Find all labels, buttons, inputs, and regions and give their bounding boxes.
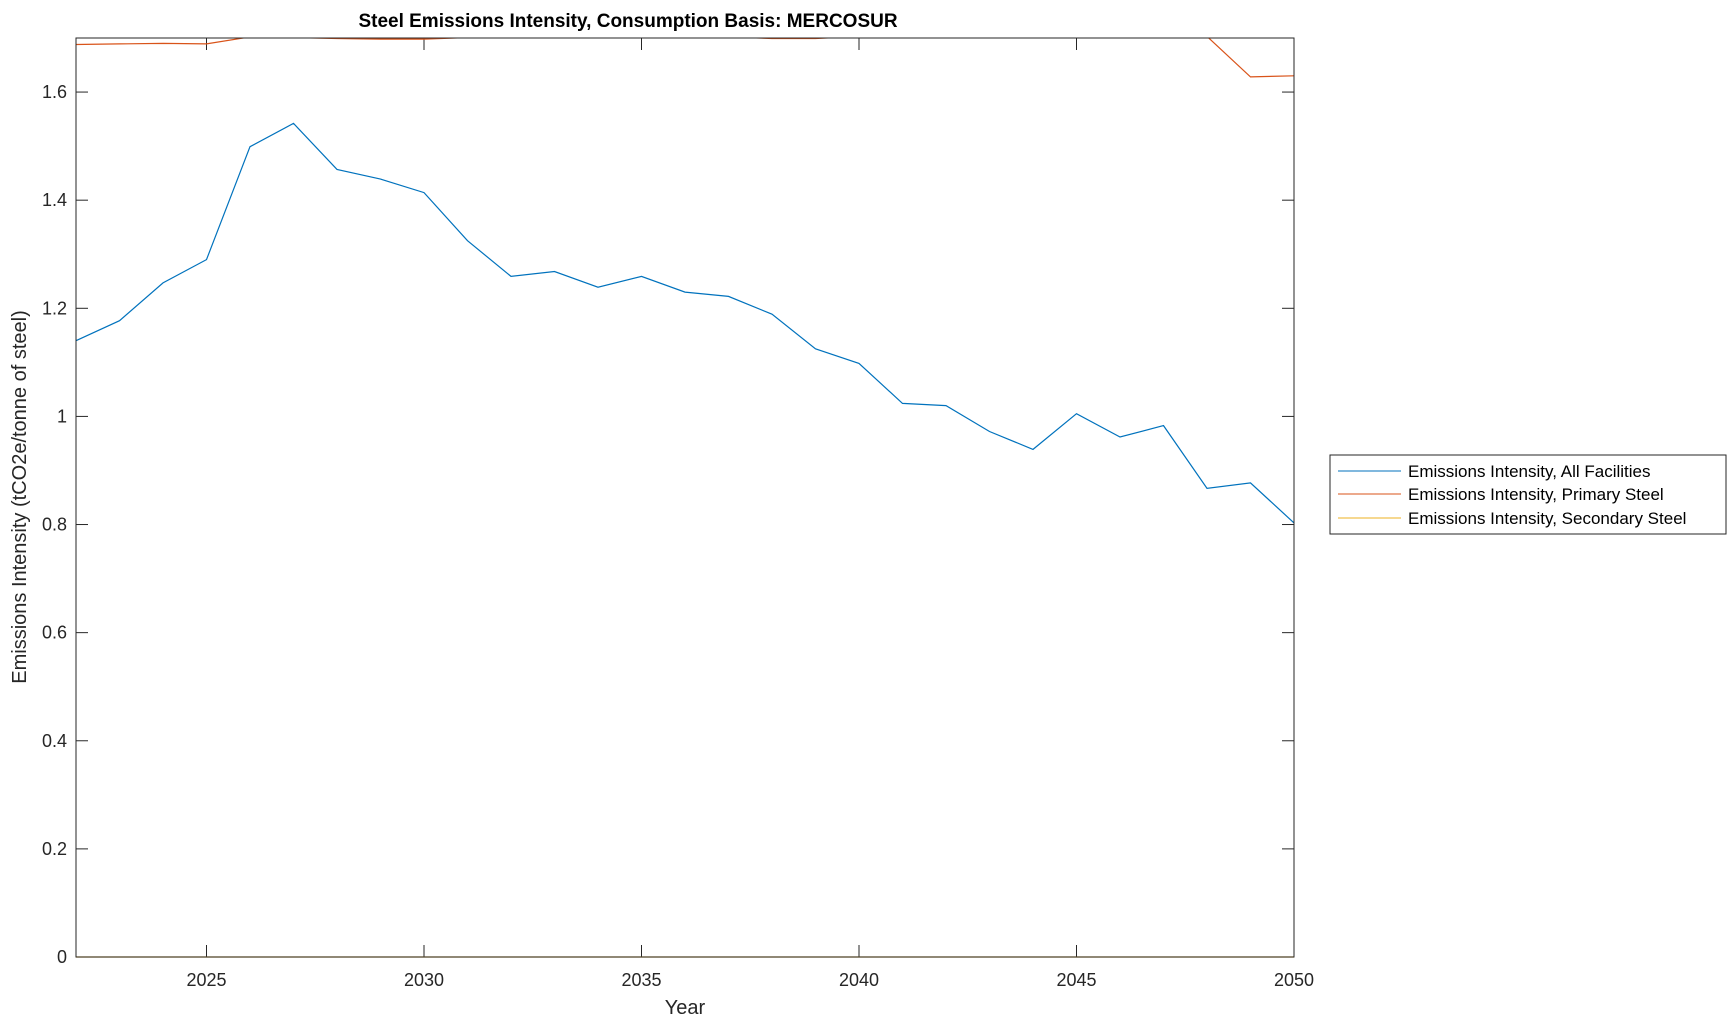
legend-label-all-facilities: Emissions Intensity, All Facilities — [1408, 462, 1650, 481]
y-tick-label: 1.6 — [42, 82, 67, 102]
legend[interactable]: Emissions Intensity, All Facilities Emis… — [1329, 454, 1727, 535]
x-tick-label: 2045 — [1056, 970, 1096, 990]
y-tick-label: 0.2 — [42, 839, 67, 859]
series-line-0 — [76, 122, 1294, 524]
x-axis-label: Year — [665, 997, 706, 1019]
axes-box — [75, 37, 1295, 958]
y-tick-label: 0.6 — [42, 623, 67, 643]
x-tick-label: 2030 — [404, 970, 444, 990]
legend-label-primary-steel: Emissions Intensity, Primary Steel — [1408, 485, 1664, 504]
y-tick-label: 0 — [57, 947, 67, 967]
y-tick-label: 1.4 — [42, 190, 67, 210]
x-tick-label: 2025 — [186, 970, 226, 990]
y-tick-label: 1 — [57, 406, 67, 426]
chart-title: Steel Emissions Intensity, Consumption B… — [358, 11, 897, 32]
x-tick-label: 2040 — [839, 970, 879, 990]
y-tick-label: 0.4 — [42, 731, 67, 751]
plot-area — [76, 38, 1294, 957]
x-tick-label: 2035 — [621, 970, 661, 990]
legend-label-secondary-steel: Emissions Intensity, Secondary Steel — [1408, 509, 1686, 528]
y-tick-label: 0.8 — [42, 515, 67, 535]
y-tick-label: 1.2 — [42, 298, 67, 318]
y-axis-label: Emissions Intensity (tCO2e/tonne of stee… — [9, 310, 31, 684]
x-tick-label: 2050 — [1274, 970, 1314, 990]
